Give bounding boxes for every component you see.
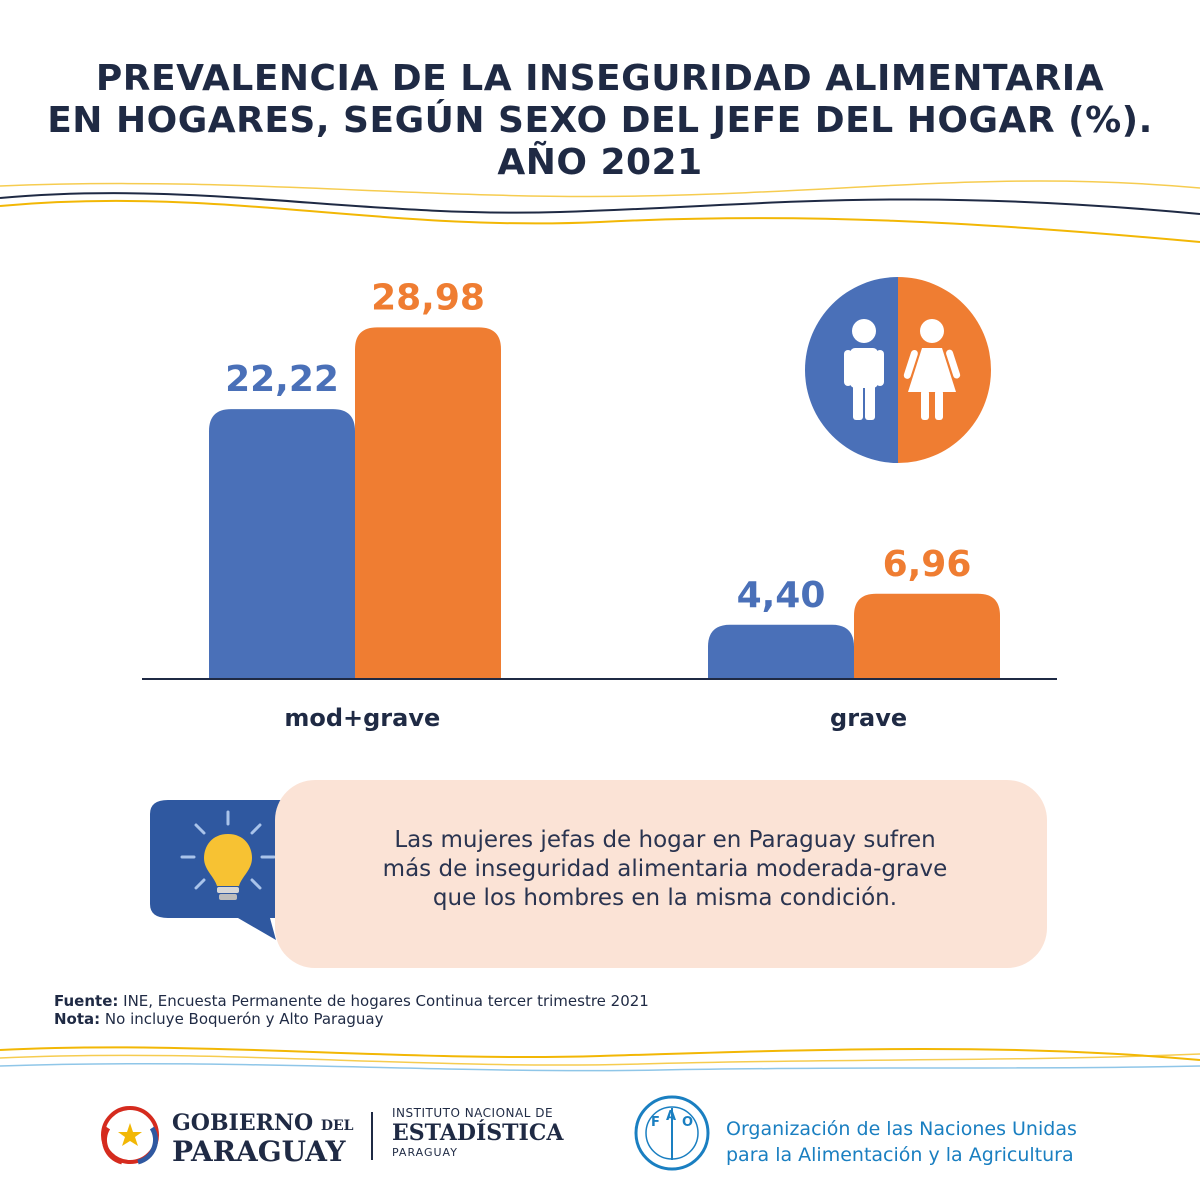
- nota-label: Nota:: [54, 1010, 101, 1028]
- title-line-2: EN HOGARES, SEGÚN SEXO DEL JEFE DEL HOGA…: [47, 100, 1153, 141]
- lightbulb-icon: [180, 810, 276, 900]
- note-line-3: que los hombres en la misma condición.: [432, 885, 898, 911]
- source-label: Fuente:: [54, 992, 119, 1010]
- fao-logo: F A O: [634, 1095, 710, 1171]
- bar-value-label-mod+grave-series-2: 28,98: [371, 277, 485, 318]
- source-text: INE, Encuesta Permanente de hogares Cont…: [118, 992, 649, 1010]
- svg-text:O: O: [682, 1115, 693, 1130]
- note-line-1: Las mujeres jefas de hogar en Paraguay s…: [394, 827, 936, 853]
- gobierno-logo-text: GOBIERNO DEL PARAGUAY: [172, 1110, 354, 1168]
- page-title: PREVALENCIA DE LA INSEGURIDAD ALIMENTARI…: [0, 58, 1200, 184]
- gov-line1-b: DEL: [320, 1118, 354, 1134]
- bar-value-label-mod+grave-series-1: 22,22: [225, 359, 339, 400]
- top-wave-decoration: [0, 180, 1200, 243]
- title-line-1: PREVALENCIA DE LA INSEGURIDAD ALIMENTARI…: [95, 58, 1105, 99]
- gov-line2: PARAGUAY: [172, 1135, 346, 1168]
- male-person-icon: [844, 319, 884, 420]
- bar-value-label-grave-series-2: 6,96: [883, 544, 972, 585]
- bar-value-label-grave-series-1: 4,40: [737, 575, 826, 616]
- gender-legend-icon: [805, 277, 991, 463]
- category-label-grave: grave: [830, 704, 907, 732]
- gov-line1-a: GOBIERNO: [172, 1110, 314, 1136]
- title-line-3: AÑO 2021: [497, 142, 703, 183]
- nota-text: No incluye Boquerón y Alto Paraguay: [100, 1010, 384, 1028]
- ine-line3: PARAGUAY: [392, 1146, 458, 1159]
- note-box: [275, 780, 1047, 968]
- ine-logo-text: INSTITUTO NACIONAL DE ESTADÍSTICA PARAGU…: [392, 1106, 563, 1159]
- bottom-wave-decoration: [0, 1046, 1200, 1072]
- footer-notes: Fuente: INE, Encuesta Permanente de hoga…: [54, 992, 649, 1028]
- svg-text:A: A: [666, 1109, 676, 1124]
- bar-chart: 22,22 28,98 mod+grave 4,40 6,96 grave: [209, 277, 1000, 732]
- paraguay-coat-of-arms-logo: [101, 1106, 159, 1165]
- svg-text:F: F: [651, 1115, 660, 1130]
- fao-line2: para la Alimentación y la Agricultura: [726, 1144, 1074, 1166]
- bar-mod+grave-series-2: [355, 327, 501, 678]
- bar-grave-series-2: [854, 593, 1000, 678]
- female-person-icon: [903, 319, 961, 420]
- fao-line1: Organización de las Naciones Unidas: [726, 1118, 1077, 1140]
- fao-logo-text: Organización de las Naciones Unidas para…: [726, 1116, 1077, 1168]
- category-label-mod+grave: mod+grave: [284, 704, 440, 732]
- note-text: Las mujeres jefas de hogar en Paraguay s…: [300, 826, 1030, 913]
- note-line: Nota: No incluye Boquerón y Alto Paragua…: [54, 1010, 649, 1028]
- ine-line1: INSTITUTO NACIONAL DE: [392, 1106, 554, 1120]
- ine-line2: ESTADÍSTICA: [392, 1120, 564, 1146]
- bar-grave-series-1: [708, 624, 854, 678]
- bar-mod+grave-series-1: [209, 409, 355, 678]
- source-line: Fuente: INE, Encuesta Permanente de hoga…: [54, 992, 649, 1010]
- note-line-2: más de inseguridad alimentaria moderada-…: [382, 856, 948, 882]
- lightbulb-callout: [150, 800, 300, 940]
